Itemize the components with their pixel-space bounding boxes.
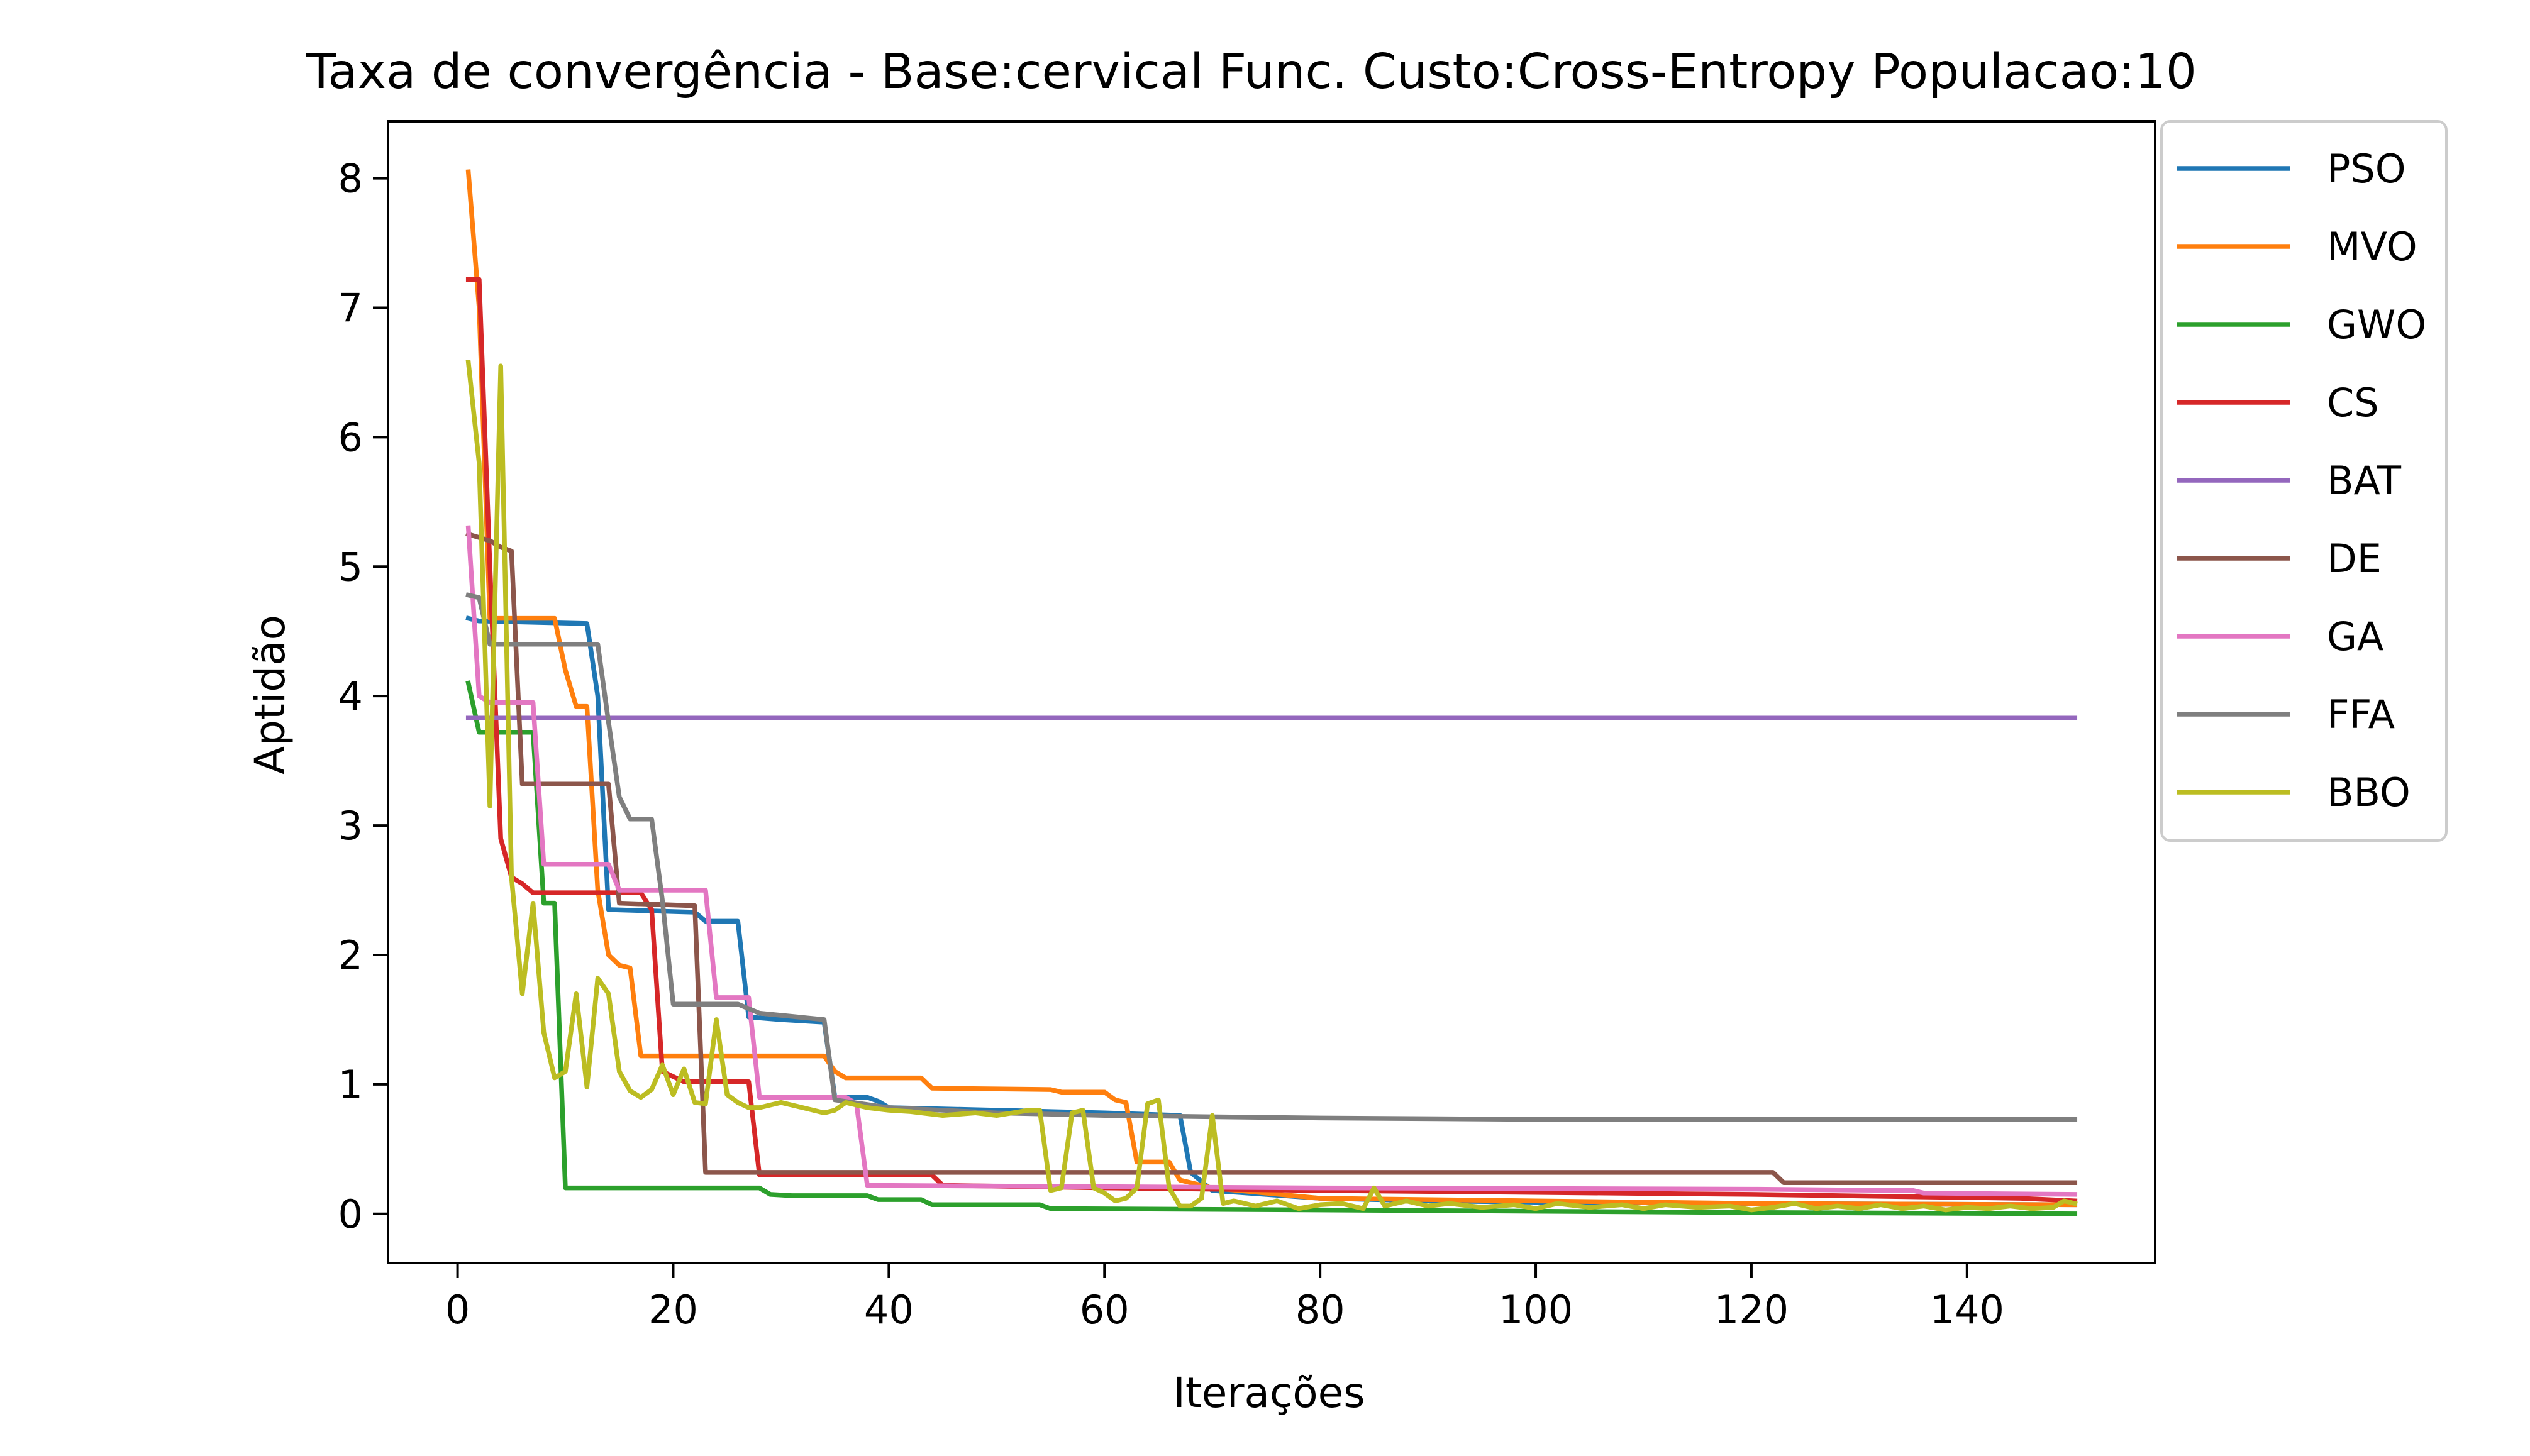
legend-label: GWO — [2327, 302, 2426, 348]
series-line-bbo — [465, 359, 2078, 1213]
series-lines — [465, 169, 2078, 1216]
series-line-mvo — [465, 169, 2078, 1208]
series-line-ga — [465, 525, 2078, 1197]
x-tick-label: 40 — [864, 1287, 914, 1333]
series-line-ffa — [465, 592, 2078, 1122]
plot-frame — [387, 120, 2156, 1264]
y-tick-label: 1 — [338, 1062, 363, 1108]
legend-label: FFA — [2327, 692, 2395, 737]
legend-label: DE — [2327, 536, 2382, 582]
x-axis-label: Iterações — [1173, 1369, 1365, 1417]
y-tick-label: 6 — [338, 414, 363, 460]
y-tick-label: 5 — [338, 544, 363, 590]
legend-box — [2160, 120, 2448, 842]
legend-item-gwo: GWO — [2177, 302, 2426, 348]
plot-area — [387, 120, 2156, 1264]
legend-label: BAT — [2327, 458, 2402, 504]
y-tick-label: 3 — [338, 803, 363, 849]
y-tick-label: 0 — [338, 1191, 363, 1237]
y-tick-label: 4 — [338, 673, 363, 719]
legend-item-ga: GA — [2177, 614, 2383, 659]
x-tick-label: 100 — [1499, 1287, 1573, 1333]
legend-item-bbo: BBO — [2177, 769, 2411, 815]
x-tick-label: 140 — [1930, 1287, 2004, 1333]
legend-item-pso: PSO — [2177, 146, 2406, 192]
x-tick-label: 60 — [1080, 1287, 1129, 1333]
y-axis-ticks: 0 1 2 3 4 5 6 7 8 — [338, 156, 388, 1237]
legend-label: PSO — [2327, 146, 2406, 192]
x-tick-label: 0 — [445, 1287, 470, 1333]
legend-item-bat: BAT — [2177, 458, 2402, 504]
y-tick-label: 8 — [338, 156, 363, 202]
x-tick-label: 20 — [648, 1287, 698, 1333]
legend-item-mvo: MVO — [2177, 224, 2417, 270]
legend-label: BBO — [2327, 769, 2411, 815]
series-line-de — [465, 531, 2078, 1186]
legend-label: GA — [2327, 614, 2383, 659]
y-tick-label: 2 — [338, 932, 363, 978]
chart-title: Taxa de convergência - Base:cervical Fun… — [306, 44, 2197, 100]
series-line-gwo — [465, 680, 2078, 1216]
legend-item-ffa: FFA — [2177, 692, 2395, 737]
y-tick-label: 7 — [338, 285, 363, 331]
legend: PSO MVO GWO CS BAT DE GA FFA BBO — [2160, 120, 2448, 842]
x-tick-label: 120 — [1714, 1287, 1789, 1333]
legend-item-cs: CS — [2177, 380, 2379, 426]
x-axis-ticks: 0 20 40 60 80 100 120 140 — [445, 1263, 2004, 1333]
legend-label: MVO — [2327, 224, 2417, 270]
legend-label: CS — [2327, 380, 2379, 426]
legend-item-de: DE — [2177, 536, 2382, 582]
y-axis-label: Aptidão — [246, 615, 294, 775]
x-tick-label: 80 — [1296, 1287, 1345, 1333]
